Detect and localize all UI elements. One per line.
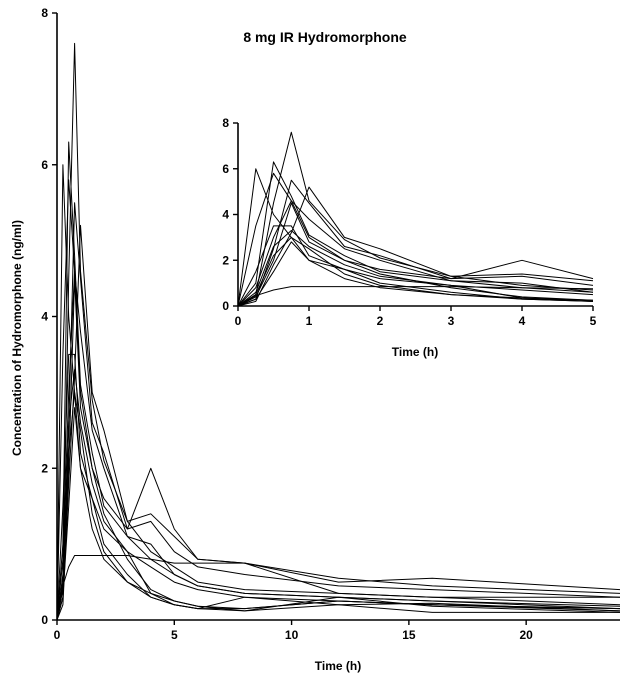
inset-series-line-12	[237, 230, 594, 307]
main-x-tick-label: 0	[54, 628, 61, 642]
inset-series-line-13	[237, 286, 594, 307]
inset-series-line-4	[237, 172, 594, 307]
main-y-tick-label: 8	[41, 6, 48, 20]
main-y-tick-label: 4	[41, 310, 48, 324]
main-x-tick-label: 15	[402, 628, 416, 642]
inset-x-tick-label: 3	[448, 314, 455, 328]
main-y-tick-label: 6	[41, 158, 48, 172]
inset-plot: 0 1 2 3 4 5 0 2 4 6 8	[222, 116, 596, 328]
main-series-line-3	[56, 42, 620, 621]
main-x-axis-title: Time (h)	[315, 659, 361, 673]
inset-series-line-2	[237, 161, 594, 307]
inset-x-tick-label: 0	[235, 314, 242, 328]
inset-y-tick-label: 6	[222, 162, 229, 176]
inset-series-line-6	[237, 186, 594, 307]
inset-series-line-8	[237, 202, 594, 307]
chart-title: 8 mg IR Hydromorphone	[243, 29, 407, 45]
main-series-line-7	[56, 270, 620, 621]
inset-x-tick-label: 4	[519, 314, 526, 328]
main-series-line-9	[56, 353, 620, 621]
main-x-tick-label: 10	[285, 628, 299, 642]
main-x-tick-label: 5	[171, 628, 178, 642]
main-series-line-2	[56, 141, 620, 621]
main-series-line-13	[56, 555, 620, 621]
inset-series-line-10	[237, 236, 594, 307]
main-series-line-8	[56, 278, 620, 621]
inset-series-line-5	[237, 179, 594, 307]
inset-y-tick-label: 8	[222, 116, 229, 130]
main-series-line-4	[56, 179, 620, 621]
inset-series-line-1	[237, 168, 594, 307]
inset-x-tick-label: 5	[590, 314, 597, 328]
main-y-tick-label: 2	[41, 461, 48, 475]
main-y-axis-title: Concentration of Hydromorphone (ng/ml)	[10, 220, 24, 456]
inset-x-tick-label: 1	[306, 314, 313, 328]
inset-y-tick-label: 0	[222, 299, 229, 313]
inset-series-line-3	[237, 131, 594, 307]
main-y-tick-label: 0	[41, 613, 48, 627]
main-x-tick-label: 20	[519, 628, 533, 642]
inset-series-line-9	[237, 225, 594, 307]
inset-y-tick-label: 2	[222, 253, 229, 267]
main-series-line-12	[56, 369, 620, 621]
inset-x-tick-label: 2	[377, 314, 384, 328]
inset-x-axis-title: Time (h)	[392, 345, 438, 359]
main-series-line-6	[56, 224, 620, 621]
inset-series-line-11	[237, 241, 594, 307]
inset-y-tick-label: 4	[222, 208, 229, 222]
inset-series-line-7	[237, 200, 594, 307]
